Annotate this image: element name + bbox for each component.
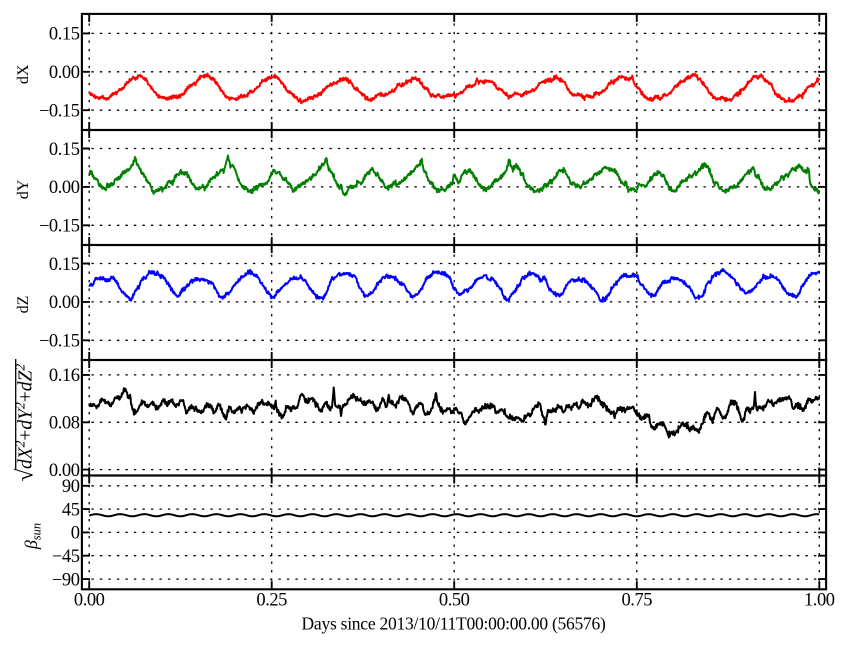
- svg-text:0.15: 0.15: [49, 140, 80, 160]
- svg-text:0.75: 0.75: [622, 590, 653, 610]
- svg-text:0.50: 0.50: [439, 590, 470, 610]
- svg-text:−0.15: −0.15: [39, 217, 80, 237]
- svg-text:90: 90: [62, 477, 80, 497]
- svg-text:0.15: 0.15: [49, 25, 80, 45]
- svg-text:−90: −90: [52, 570, 80, 590]
- svg-text:0.16: 0.16: [49, 366, 80, 386]
- svg-text:dX: dX: [15, 64, 32, 84]
- svg-text:−45: −45: [52, 547, 80, 567]
- svg-text:0.08: 0.08: [49, 414, 80, 434]
- svg-text:0.15: 0.15: [49, 255, 80, 275]
- svg-text:dX2+dY2+dZ2: dX2+dY2+dZ2: [13, 364, 37, 469]
- svg-text:Days since 2013/10/11T00:00:00: Days since 2013/10/11T00:00:00.00 (56576…: [302, 614, 606, 634]
- svg-text:√: √: [13, 469, 39, 482]
- svg-text:45: 45: [62, 500, 80, 520]
- svg-text:dZ: dZ: [15, 296, 32, 314]
- svg-text:0.00: 0.00: [49, 63, 80, 83]
- svg-text:−0.15: −0.15: [39, 102, 80, 122]
- svg-text:0.00: 0.00: [49, 461, 80, 481]
- svg-text:1.00: 1.00: [804, 590, 835, 610]
- svg-text:0.00: 0.00: [74, 590, 105, 610]
- svg-text:0: 0: [71, 524, 80, 544]
- svg-text:0.00: 0.00: [49, 293, 80, 313]
- svg-text:−0.15: −0.15: [39, 332, 80, 352]
- svg-text:0.25: 0.25: [256, 590, 287, 610]
- svg-text:0.00: 0.00: [49, 178, 80, 198]
- svg-text:dY: dY: [15, 179, 32, 199]
